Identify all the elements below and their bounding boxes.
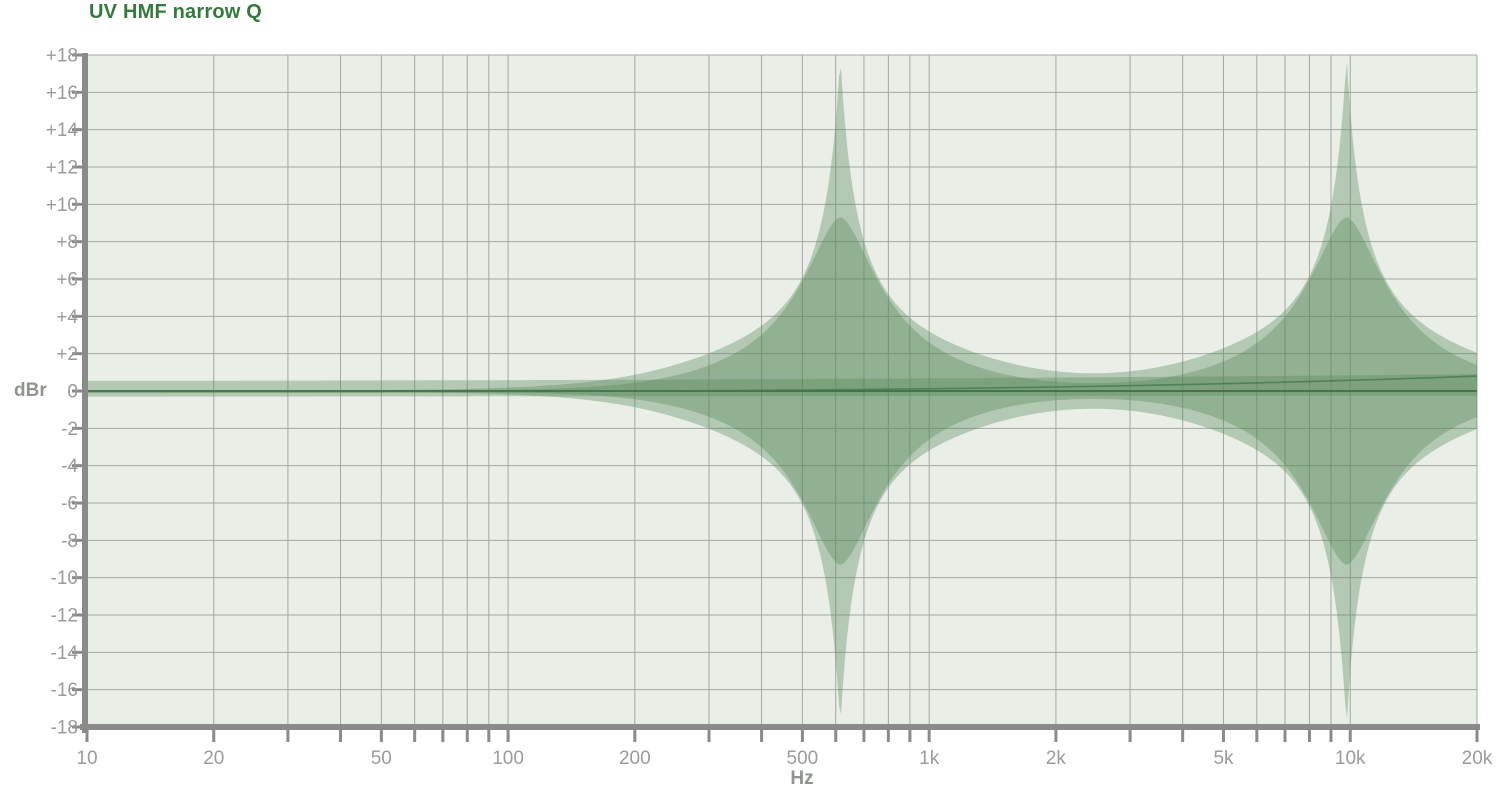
svg-text:50: 50 (371, 748, 392, 769)
svg-text:+10: +10 (46, 195, 78, 216)
svg-text:-14: -14 (51, 643, 79, 664)
svg-text:1k: 1k (919, 748, 940, 769)
svg-text:-2: -2 (61, 419, 78, 440)
svg-text:+18: +18 (46, 46, 78, 67)
svg-text:-12: -12 (51, 606, 78, 627)
svg-text:10: 10 (76, 748, 97, 769)
svg-text:+2: +2 (56, 344, 78, 365)
svg-text:-18: -18 (51, 718, 78, 739)
y-axis-unit-label: dBr (14, 380, 47, 401)
chart-title: UV HMF narrow Q (89, 1, 263, 23)
svg-text:-8: -8 (61, 531, 78, 552)
svg-text:5k: 5k (1213, 748, 1234, 769)
svg-text:-16: -16 (51, 680, 78, 701)
svg-text:-6: -6 (61, 494, 78, 515)
svg-text:20: 20 (203, 748, 224, 769)
svg-text:100: 100 (492, 748, 524, 769)
x-axis-unit-label: Hz (790, 768, 814, 789)
svg-text:500: 500 (787, 748, 819, 769)
svg-text:+8: +8 (56, 232, 78, 253)
svg-text:2k: 2k (1046, 748, 1067, 769)
svg-text:+12: +12 (46, 158, 78, 179)
svg-text:-4: -4 (61, 456, 78, 477)
svg-text:+6: +6 (56, 270, 78, 291)
svg-text:-10: -10 (51, 568, 78, 589)
svg-text:200: 200 (619, 748, 651, 769)
svg-text:20k: 20k (1462, 748, 1493, 769)
svg-text:+14: +14 (46, 120, 79, 141)
svg-text:+4: +4 (56, 307, 78, 328)
svg-text:0: 0 (67, 382, 78, 403)
svg-text:10k: 10k (1335, 748, 1366, 769)
svg-text:+16: +16 (46, 83, 78, 104)
